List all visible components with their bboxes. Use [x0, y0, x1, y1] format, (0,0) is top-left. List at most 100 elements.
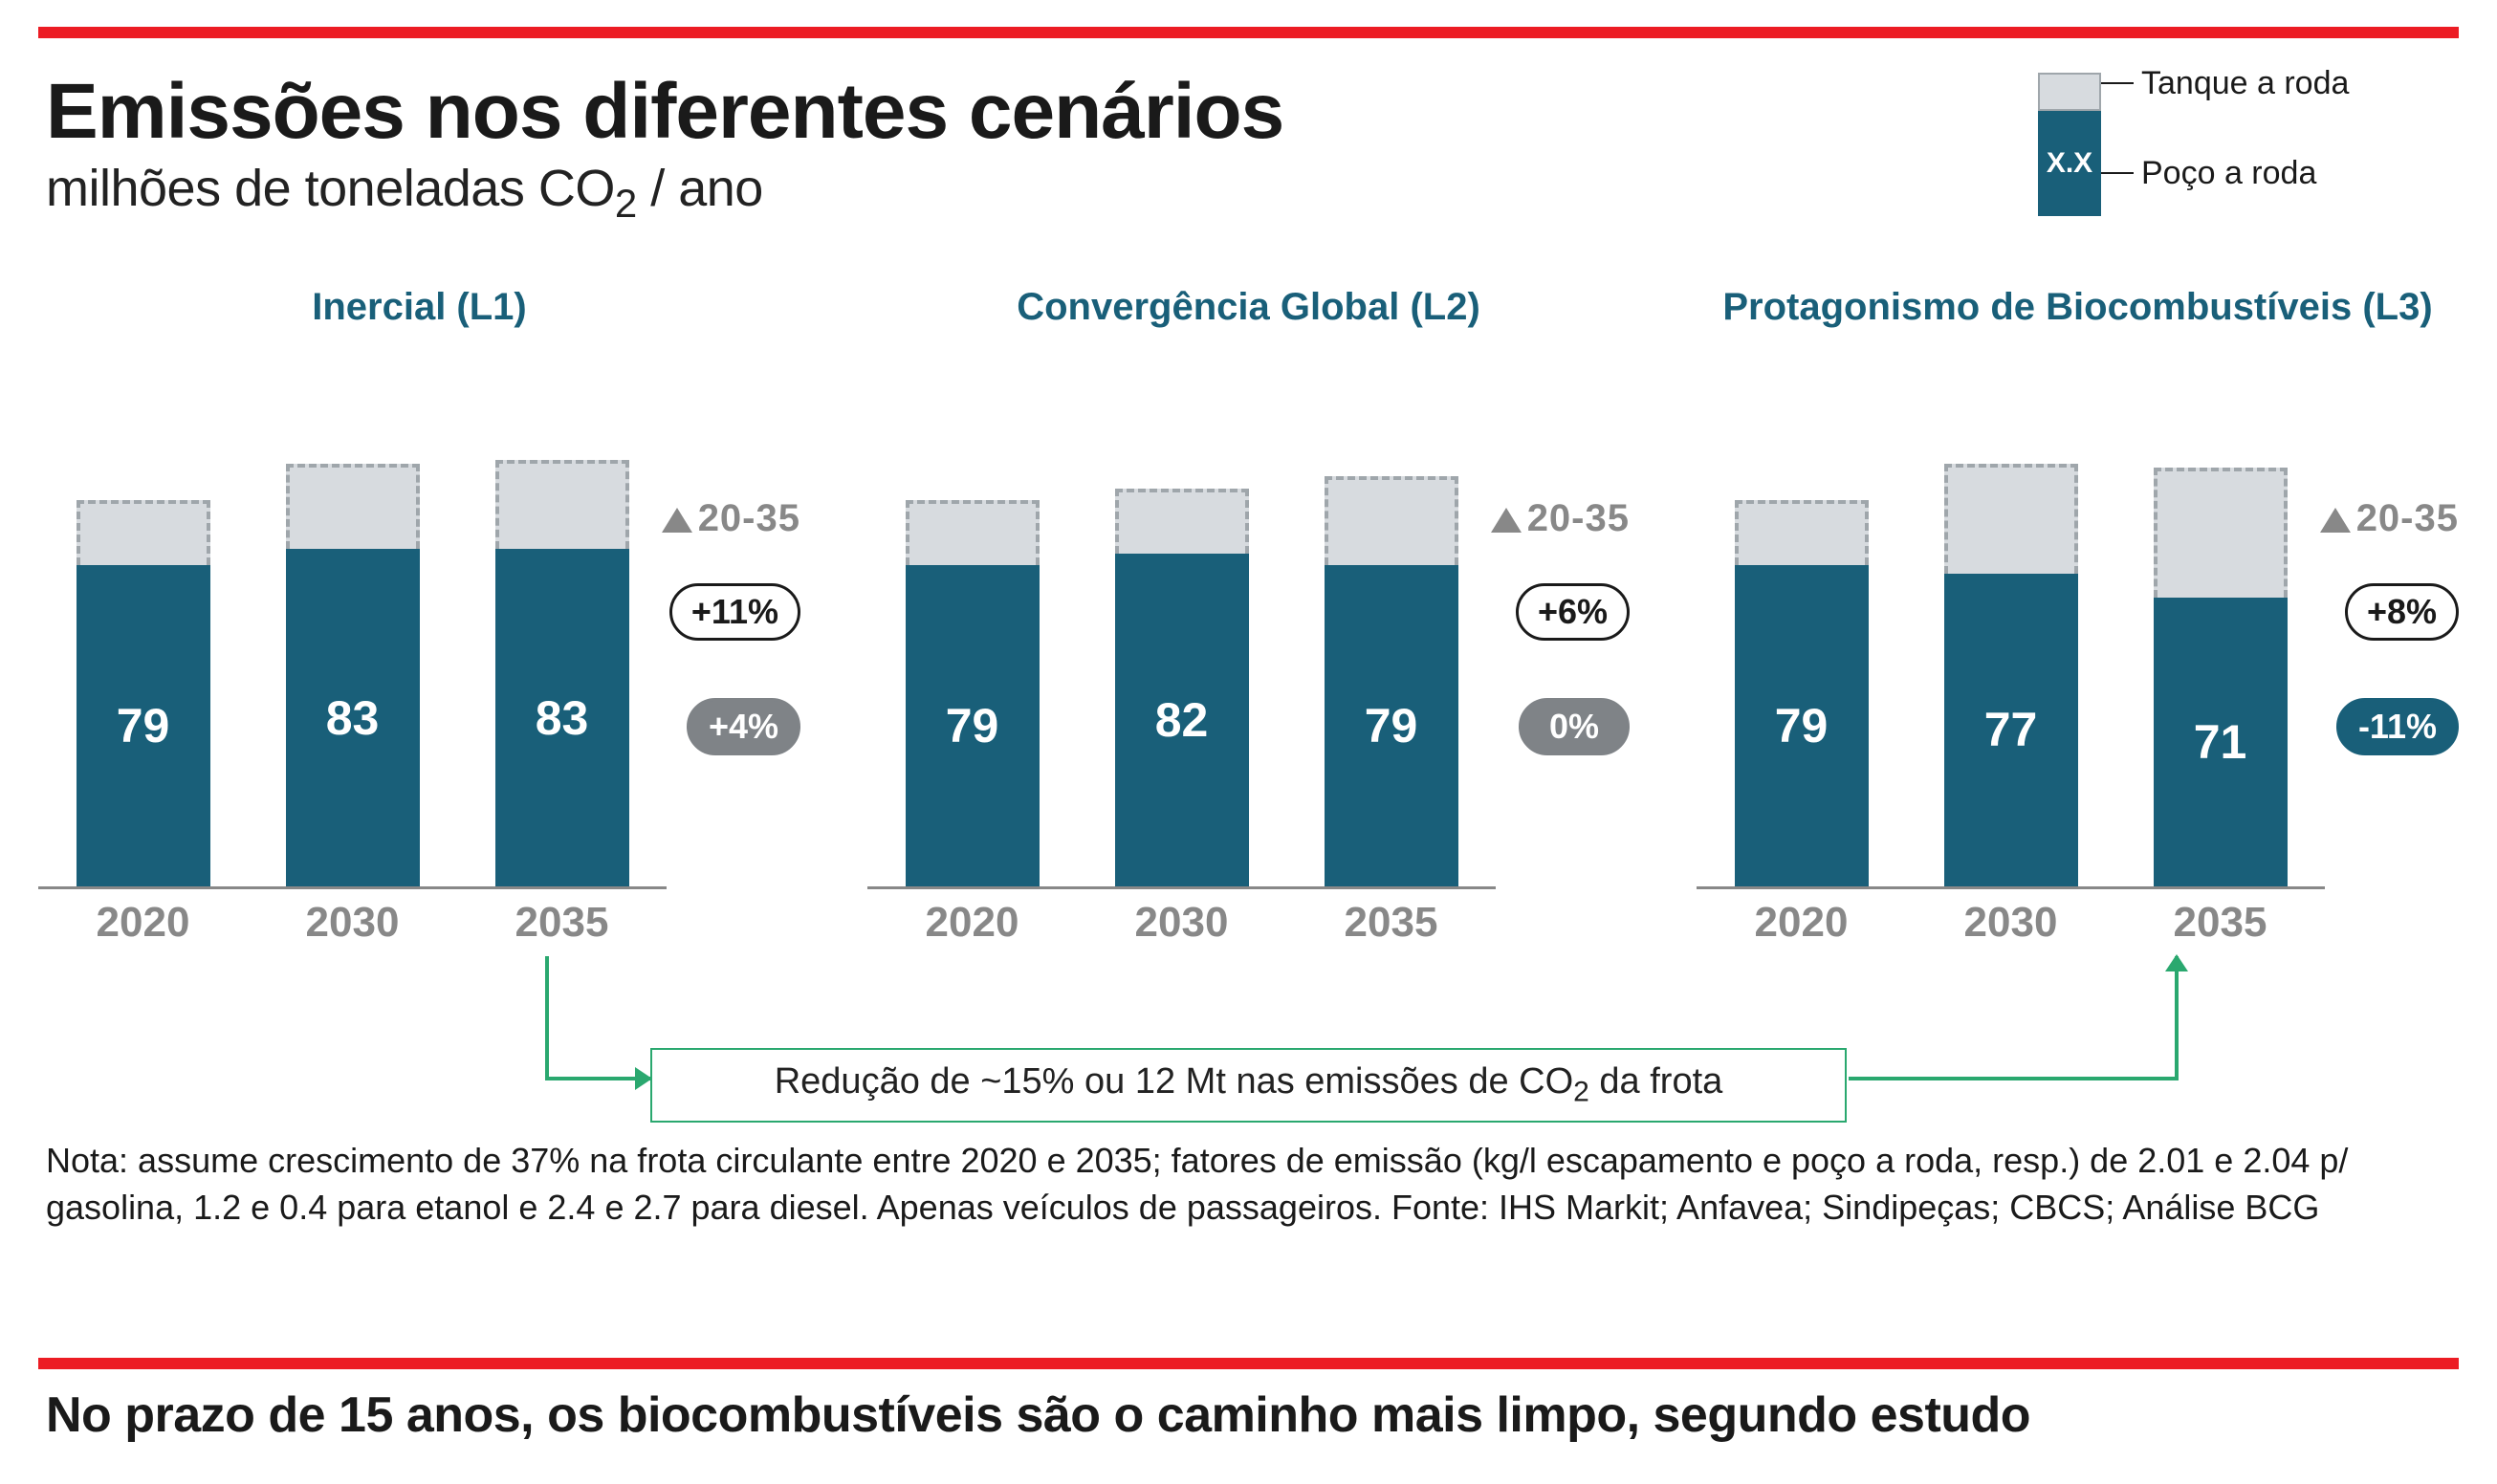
delta-triangle-icon — [2320, 508, 2351, 533]
legend-sample-value: X.X — [2047, 147, 2092, 180]
bar-value: 77 — [1984, 702, 2038, 757]
subtitle-suffix: / ano — [637, 160, 763, 217]
delta-range: 20-35 — [1527, 497, 1630, 539]
segment-tanque — [1944, 464, 2078, 574]
delta-pill: +8% — [2345, 583, 2459, 641]
stacked-bar: 83 — [286, 464, 420, 886]
arrow-right-v — [2175, 956, 2179, 1080]
bar-slot: 71 — [2115, 468, 2325, 886]
bars-row: 79 77 71 — [1697, 402, 2325, 889]
x-label: 2035 — [457, 899, 667, 956]
bar-value: 71 — [2194, 714, 2247, 770]
stacked-bar: 82 — [1115, 489, 1249, 887]
x-label: 2030 — [1077, 899, 1286, 956]
legend-leader-1 — [2101, 82, 2134, 84]
delta-range: 20-35 — [2356, 497, 2459, 539]
segment-tanque — [286, 464, 420, 549]
delta-pill: -11% — [2336, 698, 2459, 755]
bars-area: 79 77 71 202020302035 20-35 +8% -11% — [1697, 402, 2459, 956]
top-red-rule — [38, 27, 2459, 38]
conclusion-text: No prazo de 15 anos, os biocombustíveis … — [46, 1386, 2451, 1444]
arrow-left-v — [545, 956, 549, 1080]
segment-poco: 79 — [906, 565, 1040, 886]
bars-row: 79 83 83 — [38, 402, 667, 889]
stacked-bar: 77 — [1944, 464, 2078, 886]
charts-container: Inercial (L1)79838320202030203520-35+11%… — [38, 287, 2459, 956]
segment-tanque — [495, 460, 629, 550]
stacked-bar: 79 — [1735, 500, 1869, 886]
x-label: 2020 — [38, 899, 248, 956]
delta-pill: +4% — [687, 698, 800, 755]
segment-poco: 82 — [1115, 554, 1249, 887]
chart-title: Emissões nos diferentes cenários — [46, 67, 1283, 157]
x-label: 2035 — [2115, 899, 2325, 956]
annotation-co2-sub: 2 — [1573, 1077, 1589, 1108]
segment-poco: 77 — [1944, 574, 2078, 886]
segment-tanque — [1735, 500, 1869, 565]
legend-sample-bar: X.X — [2038, 73, 2101, 216]
delta-range: 20-35 — [698, 497, 800, 539]
segment-tanque — [2154, 468, 2288, 598]
bar-slot: 82 — [1077, 489, 1286, 887]
stacked-bar: 79 — [1325, 476, 1458, 886]
x-labels: 202020302035 — [38, 899, 667, 956]
bar-slot: 83 — [457, 460, 667, 886]
segment-tanque — [77, 500, 210, 565]
delta-triangle-icon — [662, 508, 692, 533]
subtitle-co2-sub: 2 — [615, 181, 637, 226]
bars-area: 79 82 79 202020302035 20-35 +6% 0% — [867, 402, 1630, 956]
bar-value: 83 — [326, 690, 380, 746]
segment-poco: 83 — [495, 549, 629, 886]
segment-poco: 71 — [2154, 598, 2288, 886]
legend-label-poco: Poço a roda — [2141, 155, 2316, 192]
bar-value: 83 — [536, 690, 589, 746]
stacked-bar: 71 — [2154, 468, 2288, 886]
delta-triangle-icon — [1491, 508, 1522, 533]
delta-header: 20-35 — [2320, 497, 2459, 540]
legend-leader-2 — [2101, 172, 2134, 174]
scenario-panel: Inercial (L1) 79 83 83 202020302035 20-35 +11%… — [38, 287, 800, 956]
x-label: 2035 — [1286, 899, 1496, 956]
footnote: Nota: assume crescimento de 37% na frota… — [46, 1138, 2451, 1231]
stacked-bar: 79 — [77, 500, 210, 886]
bar-slot: 83 — [248, 464, 457, 886]
segment-tanque — [906, 500, 1040, 565]
scenario-title: Inercial (L1) — [38, 287, 800, 392]
delta-header: 20-35 — [1491, 497, 1630, 540]
scenario-panel: Protagonismo de Biocombustíveis (L3)7977… — [1697, 287, 2459, 956]
delta-pill: +11% — [669, 583, 800, 641]
bars-area: 79 83 83 202020302035 20-35 +11% +4% — [38, 402, 800, 956]
bar-slot: 79 — [1697, 500, 1906, 886]
bar-slot: 79 — [867, 500, 1077, 886]
bar-slot: 77 — [1906, 464, 2115, 886]
delta-pill: +6% — [1516, 583, 1630, 641]
arrow-left-h — [545, 1077, 650, 1080]
bar-value: 82 — [1155, 692, 1209, 748]
segment-tanque — [1115, 489, 1249, 554]
bar-slot: 79 — [38, 500, 248, 886]
x-label: 2020 — [867, 899, 1077, 956]
stacked-bar: 83 — [495, 460, 629, 886]
delta-pill: 0% — [1519, 698, 1630, 755]
bottom-red-rule — [38, 1358, 2459, 1369]
annotation-prefix: Redução de ~15% ou 12 Mt nas emissões de… — [775, 1061, 1573, 1102]
legend: X.X Tanque a roda Poço a roda — [2038, 67, 2440, 229]
legend-poco-swatch: X.X — [2038, 111, 2101, 216]
scenario-title: Convergência Global (L2) — [867, 287, 1630, 392]
legend-tanque-swatch — [2038, 73, 2101, 111]
x-label: 2030 — [248, 899, 457, 956]
delta-header: 20-35 — [662, 497, 800, 540]
bar-slot: 79 — [1286, 476, 1496, 886]
segment-poco: 79 — [77, 565, 210, 886]
annotation-box: Redução de ~15% ou 12 Mt nas emissões de… — [650, 1048, 1847, 1123]
stacked-bar: 79 — [906, 500, 1040, 886]
segment-poco: 83 — [286, 549, 420, 886]
x-labels: 202020302035 — [1697, 899, 2325, 956]
x-label: 2020 — [1697, 899, 1906, 956]
bar-value: 79 — [117, 698, 170, 753]
arrow-right-h — [1849, 1077, 2179, 1080]
legend-label-tanque: Tanque a roda — [2141, 65, 2349, 102]
bar-value: 79 — [1775, 698, 1829, 753]
bar-value: 79 — [1365, 698, 1418, 753]
segment-poco: 79 — [1735, 565, 1869, 886]
